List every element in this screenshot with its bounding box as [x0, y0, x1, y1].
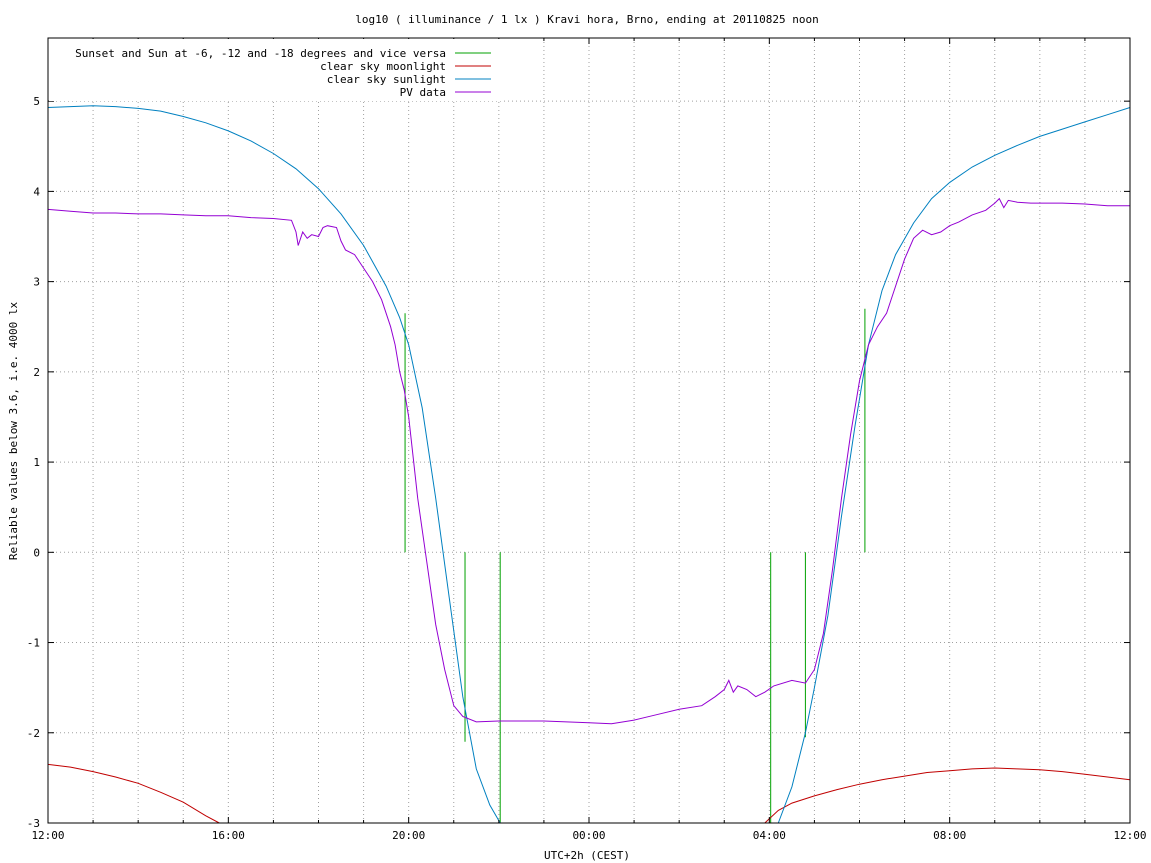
- y-tick-label: 2: [33, 366, 40, 379]
- series-line-3: [47, 105, 501, 824]
- legend-entry-label: Sunset and Sun at -6, -12 and -18 degree…: [75, 47, 446, 60]
- series-layer: [47, 105, 1131, 824]
- x-tick-label: 00:00: [572, 829, 605, 842]
- x-tick-label: 16:00: [212, 829, 245, 842]
- x-tick-label: 20:00: [392, 829, 425, 842]
- y-tick-label: -3: [27, 817, 40, 830]
- chart-title: log10 ( illuminance / 1 lx ) Kravi hora,…: [355, 13, 819, 26]
- legend-entry-label: clear sky moonlight: [320, 60, 446, 73]
- y-tick-label: 0: [33, 546, 40, 559]
- y-tick-label: 3: [33, 276, 40, 289]
- legend-background: [49, 39, 501, 101]
- legend-entry-label: PV data: [400, 86, 446, 99]
- series-line-2: [47, 763, 220, 824]
- y-axis-label: Reliable values below 3.6, i.e. 4000 lx: [7, 301, 20, 560]
- y-tick-label: -1: [27, 637, 40, 650]
- y-tick-label: -2: [27, 727, 40, 740]
- series-line-2: [764, 767, 1131, 824]
- series-line-4: [47, 197, 1130, 725]
- axis-layer: 12:00 16:00 20:00 00:00 04:00 08:00 12:00-3-2-…: [27, 37, 1147, 842]
- y-tick-label: 1: [33, 456, 40, 469]
- legend-entry-label: clear sky sunlight: [327, 73, 446, 86]
- x-tick-label: 08:00: [933, 829, 966, 842]
- x-tick-label: 12:00: [31, 829, 64, 842]
- y-tick-label: 4: [33, 185, 40, 198]
- legend-layer: Sunset and Sun at -6, -12 and -18 degree…: [49, 39, 501, 101]
- x-tick-label: 04:00: [753, 829, 786, 842]
- series-line-3: [777, 107, 1131, 824]
- x-axis-label: UTC+2h (CEST): [544, 849, 630, 862]
- y-tick-label: 5: [33, 95, 40, 108]
- grid-layer: [48, 38, 1130, 823]
- x-tick-label: 12:00: [1113, 829, 1146, 842]
